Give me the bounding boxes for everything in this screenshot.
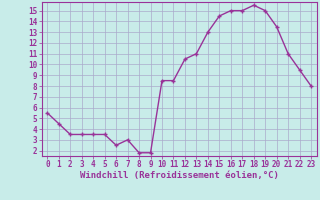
X-axis label: Windchill (Refroidissement éolien,°C): Windchill (Refroidissement éolien,°C)	[80, 171, 279, 180]
